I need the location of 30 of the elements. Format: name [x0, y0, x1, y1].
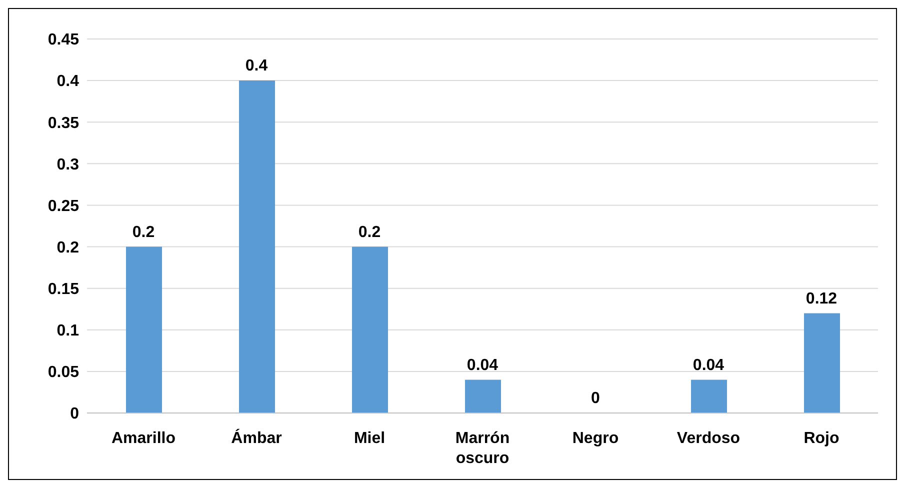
x-tick-label: Ámbar [231, 428, 282, 447]
x-tick-label: Rojo [804, 430, 840, 447]
y-tick-label: 0.3 [56, 156, 80, 174]
y-tick-label: 0.35 [48, 114, 80, 132]
bar [804, 313, 840, 413]
data-label: 0.4 [245, 58, 268, 75]
x-tick-label: Negro [572, 430, 619, 447]
data-label: 0 [591, 390, 600, 407]
bar [239, 80, 275, 413]
data-label: 0.04 [692, 356, 724, 374]
x-tick-label: Miel [354, 430, 386, 447]
bar [352, 246, 388, 413]
y-tick-label: 0.1 [56, 322, 80, 340]
data-label: 0.04 [466, 356, 498, 374]
y-tick-label: 0 [70, 406, 80, 423]
y-tick-label: 0.2 [56, 239, 80, 256]
data-label: 0.2 [358, 224, 381, 241]
data-label: 0.12 [806, 290, 838, 308]
x-tick-label: Verdoso [676, 430, 740, 447]
data-label: 0.2 [132, 224, 155, 241]
bar [465, 380, 501, 413]
y-tick-label: 0.25 [48, 198, 80, 215]
y-tick-label: 0.4 [56, 73, 80, 90]
x-tick-label: Amarillo [111, 430, 176, 447]
y-tick-label: 0.15 [48, 281, 80, 298]
bar [691, 380, 727, 413]
bar [126, 246, 162, 413]
y-tick-label: 0.45 [48, 32, 80, 49]
y-tick-label: 0.05 [48, 364, 80, 382]
x-tick-label: Marrón oscuro [455, 430, 510, 467]
